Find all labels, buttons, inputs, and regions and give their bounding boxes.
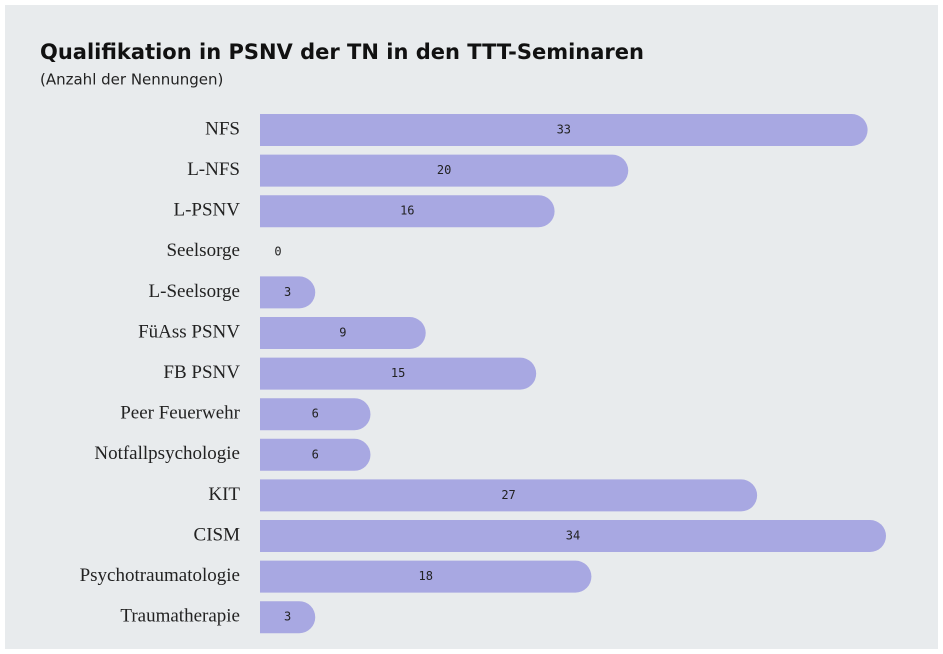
bar: [260, 520, 886, 552]
bar: [260, 357, 537, 390]
category-label: Peer Feuerwehr: [120, 403, 240, 424]
category-label: L-Seelsorge: [149, 281, 240, 302]
bar: [260, 560, 592, 593]
category-label: KIT: [208, 484, 240, 505]
value-label: 33: [557, 123, 571, 137]
chart-title: Qualifikation in PSNV der TN in den TTT-…: [40, 40, 644, 64]
value-label: 3: [284, 610, 291, 624]
bar: [260, 114, 868, 146]
category-label: L-PSNV: [173, 200, 240, 221]
value-label: 16: [400, 204, 414, 218]
value-label: 6: [312, 447, 319, 461]
category-label: L-NFS: [187, 159, 240, 180]
value-label: 20: [437, 163, 451, 177]
value-label: 6: [312, 407, 319, 421]
bar: [260, 276, 316, 309]
bar: [260, 479, 758, 512]
value-label: 27: [501, 488, 515, 502]
value-label: 9: [339, 326, 346, 340]
value-label: 18: [418, 569, 432, 583]
bar: [260, 317, 426, 349]
bar: [260, 438, 371, 471]
category-label: Psychotraumatologie: [80, 565, 240, 586]
value-label: 3: [284, 285, 291, 299]
value-label: 0: [274, 244, 281, 258]
category-label: CISM: [194, 524, 241, 545]
value-label: 34: [566, 529, 580, 543]
bar: [260, 154, 629, 187]
bar: [260, 601, 316, 634]
category-label: Seelsorge: [166, 240, 240, 261]
value-label: 15: [391, 366, 405, 380]
category-label: FB PSNV: [163, 362, 240, 383]
chart-subtitle: (Anzahl der Nennungen): [40, 71, 223, 89]
category-label: NFS: [205, 118, 240, 139]
category-label: Notfallpsychologie: [94, 443, 240, 464]
category-label: FüAss PSNV: [138, 321, 240, 342]
bar: [260, 398, 371, 431]
bar: [260, 195, 555, 228]
category-label: Traumatherapie: [120, 606, 240, 627]
